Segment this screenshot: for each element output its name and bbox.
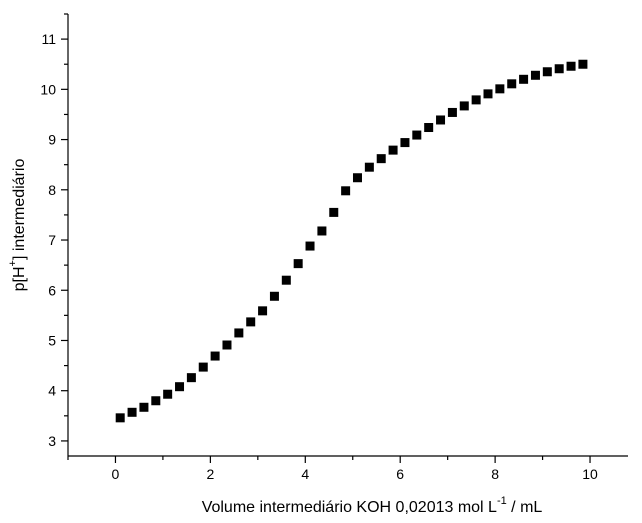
y-axis-title: p[H+] intermediário xyxy=(7,159,28,292)
data-point xyxy=(139,402,149,412)
data-point xyxy=(566,61,576,71)
data-point xyxy=(269,291,279,301)
data-point xyxy=(341,186,351,196)
data-point xyxy=(376,154,386,164)
y-tick-label: 9 xyxy=(48,132,56,148)
data-point xyxy=(329,207,339,217)
x-tick-label: 6 xyxy=(396,466,404,482)
data-point xyxy=(175,382,185,392)
data-point xyxy=(400,138,410,148)
data-point xyxy=(554,64,564,74)
data-point xyxy=(542,67,552,77)
data-point xyxy=(234,328,244,338)
data-point xyxy=(364,162,374,172)
x-tick-label: 10 xyxy=(582,466,598,482)
axis-ticks xyxy=(61,13,591,463)
x-tick-labels: 0 2 4 6 8 10 xyxy=(112,466,598,482)
y-axis-title-tail: ] intermediário xyxy=(11,159,28,260)
data-point xyxy=(507,79,517,89)
data-point xyxy=(198,362,208,372)
data-point xyxy=(281,275,291,285)
data-point xyxy=(151,396,161,406)
data-point xyxy=(317,226,327,236)
data-point xyxy=(483,89,493,99)
x-tick-label: 0 xyxy=(112,466,120,482)
data-point xyxy=(115,413,125,423)
y-tick-label: 4 xyxy=(48,383,56,399)
data-point xyxy=(459,101,469,111)
data-point xyxy=(447,107,457,117)
data-point xyxy=(530,70,540,80)
y-tick-label: 10 xyxy=(40,81,56,97)
y-axis-title-main: p[H xyxy=(11,266,28,291)
data-point xyxy=(163,389,173,399)
y-tick-label: 8 xyxy=(48,182,56,198)
y-tick-label: 5 xyxy=(48,332,56,348)
data-point xyxy=(258,306,268,316)
data-point xyxy=(210,351,220,361)
x-axis-title: Volume intermediário KOH 0,02013 mol L-1… xyxy=(202,495,543,516)
data-point xyxy=(388,145,398,155)
x-tick-label: 8 xyxy=(491,466,499,482)
data-point xyxy=(424,123,434,133)
x-axis-title-tail: / mL xyxy=(507,499,543,516)
data-point xyxy=(186,373,196,383)
data-point xyxy=(495,84,505,94)
data-point xyxy=(436,115,446,125)
data-point xyxy=(305,241,315,251)
x-axis-title-main: Volume intermediário KOH 0,02013 mol L xyxy=(202,499,497,516)
data-point xyxy=(412,130,422,140)
x-axis-title-sup: -1 xyxy=(497,495,507,507)
data-point xyxy=(519,74,529,84)
data-series xyxy=(115,59,588,423)
data-point xyxy=(578,59,588,69)
data-point xyxy=(471,95,481,105)
y-tick-label: 11 xyxy=(41,31,56,47)
data-point xyxy=(293,259,303,269)
y-tick-label: 3 xyxy=(48,433,56,449)
y-tick-label: 7 xyxy=(48,232,56,248)
y-tick-label: 6 xyxy=(48,282,56,298)
y-tick-labels: 3 4 5 6 7 8 9 10 11 xyxy=(40,31,56,449)
data-point xyxy=(352,173,362,183)
data-point xyxy=(222,340,232,350)
x-tick-label: 2 xyxy=(206,466,214,482)
data-point xyxy=(246,317,256,327)
y-axis-title-sup: + xyxy=(7,260,19,266)
x-tick-label: 4 xyxy=(301,466,309,482)
data-point xyxy=(127,407,137,417)
